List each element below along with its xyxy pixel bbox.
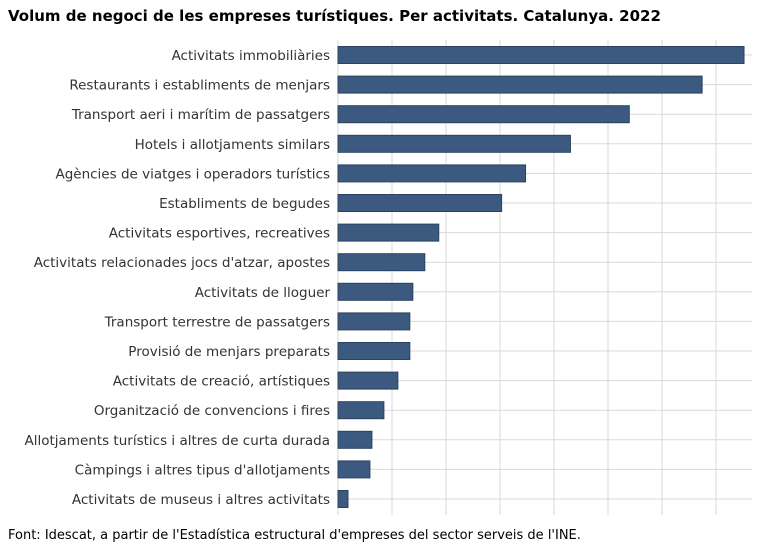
category-label: Transport aeri i marítim de passatgers	[71, 107, 330, 123]
category-labels: Activitats immobiliàries Restaurants i es…	[24, 48, 330, 508]
bar[interactable]	[337, 134, 571, 153]
source-note: Font: Idescat, a partir de l'Estadística…	[8, 528, 581, 543]
bars	[337, 46, 745, 508]
bar[interactable]	[337, 223, 440, 242]
chart-title: Volum de negoci de les empreses turístiq…	[8, 7, 661, 25]
bar[interactable]	[337, 75, 703, 94]
category-label: Establiments de begudes	[159, 196, 330, 212]
category-label: Organització de convencions i fires	[94, 403, 330, 419]
category-label: Activitats immobiliàries	[172, 48, 330, 64]
bar[interactable]	[337, 371, 399, 390]
bar[interactable]	[337, 164, 527, 183]
bar[interactable]	[337, 282, 414, 301]
bar[interactable]	[337, 194, 503, 212]
category-label: Provisió de menjars preparats	[128, 344, 330, 360]
category-label: Restaurants i establiments de menjars	[69, 78, 330, 94]
category-label: Activitats relacionades jocs d'atzar, ap…	[34, 255, 330, 271]
category-label: Transport terrestre de passatgers	[104, 314, 330, 330]
bar[interactable]	[337, 490, 349, 508]
bar[interactable]	[337, 253, 426, 272]
bar[interactable]	[337, 342, 411, 360]
bar[interactable]	[337, 430, 373, 449]
category-label: Activitats esportives, recreatives	[109, 226, 330, 242]
category-label: Activitats de museus i altres activitats	[72, 492, 330, 508]
bar[interactable]	[337, 312, 411, 331]
bar-chart: Activitats immobiliàries Restaurants i es…	[24, 40, 752, 515]
bar[interactable]	[337, 46, 745, 64]
bar[interactable]	[337, 401, 385, 420]
category-label: Allotjaments turístics i altres de curta…	[24, 433, 330, 449]
category-label: Activitats de creació, artístiques	[113, 374, 330, 390]
category-label: Càmpings i altres tipus d'allotjaments	[75, 462, 330, 478]
category-label: Hotels i allotjaments similars	[135, 137, 330, 153]
category-label: Agències de viatges i operadors turístic…	[55, 166, 330, 182]
category-label: Activitats de lloguer	[195, 285, 331, 301]
bar[interactable]	[337, 105, 630, 124]
bar[interactable]	[337, 460, 371, 479]
